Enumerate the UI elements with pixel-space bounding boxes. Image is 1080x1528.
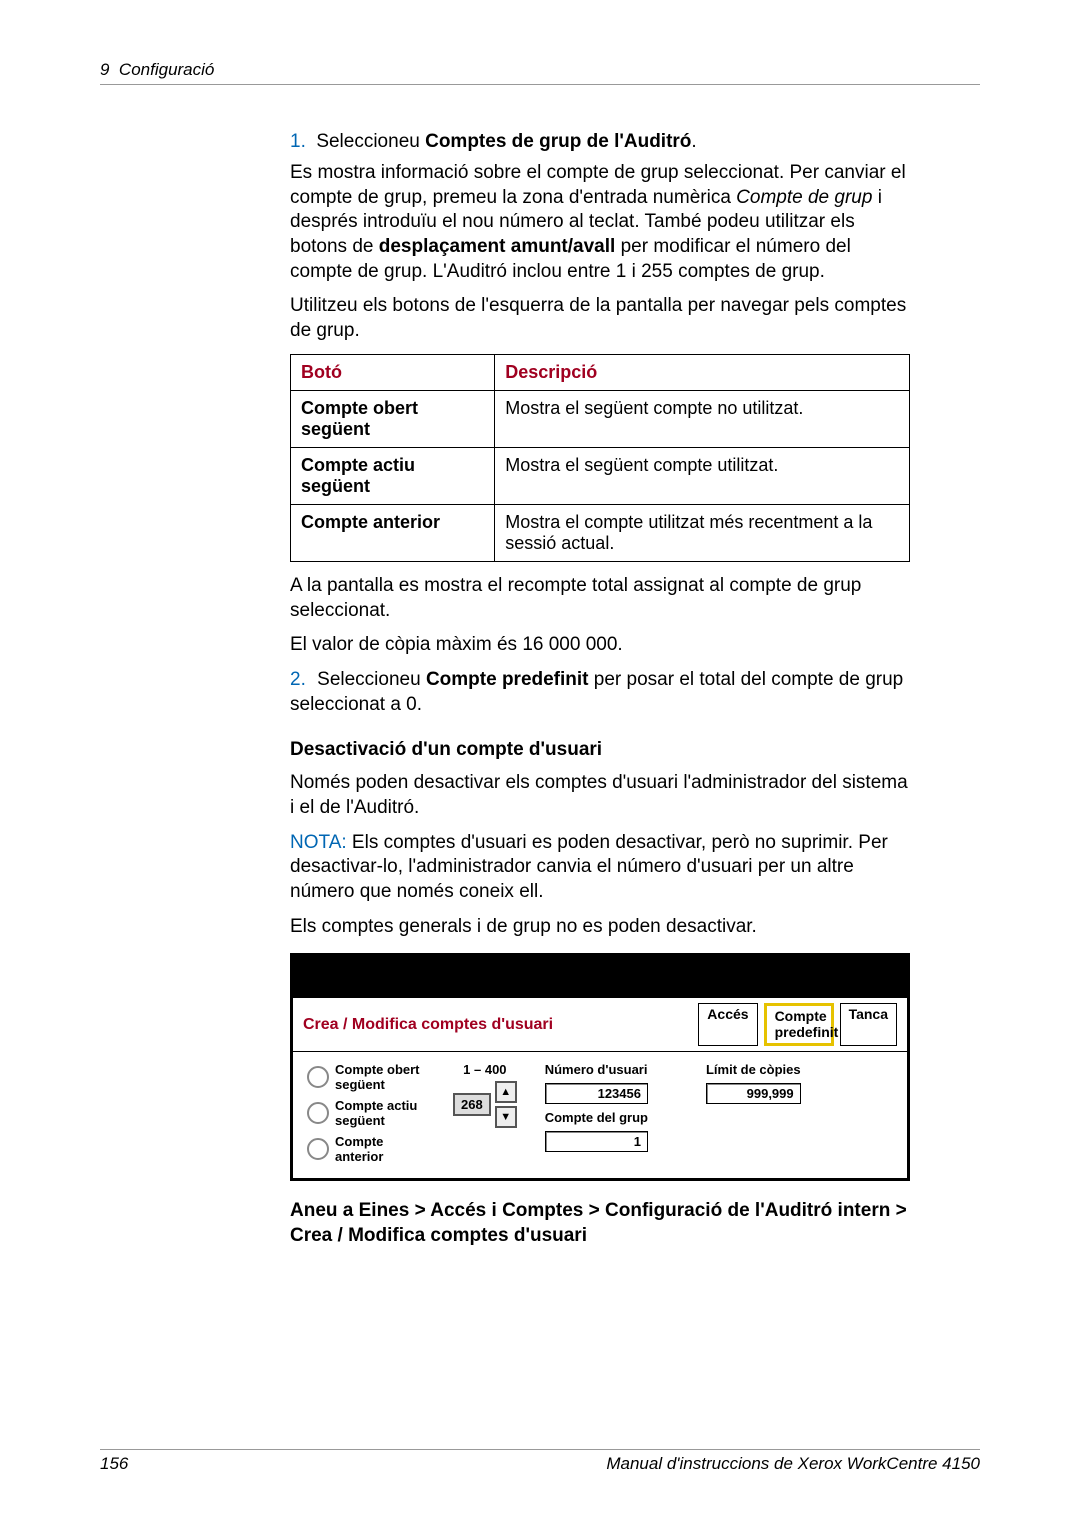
manual-title: Manual d'instruccions de Xerox WorkCentr…: [606, 1454, 980, 1474]
ui-screenshot: Crea / Modifica comptes d'usuari Accés C…: [290, 953, 910, 1181]
stepper-column: 1 – 400 268 ▲ ▼: [453, 1062, 517, 1164]
ui-titlebar: [293, 956, 907, 998]
nota-text: Els comptes d'usuari es poden desactivar…: [290, 832, 888, 902]
button-description-table: Botó Descripció Compte obert següent Mos…: [290, 354, 910, 562]
compte-grup-label: Compte del grup: [545, 1110, 648, 1125]
up-arrow-button[interactable]: ▲: [495, 1081, 517, 1103]
radio-compte-actiu[interactable]: Compte actiu següent: [307, 1098, 435, 1128]
paragraph-2: Utilitzeu els botons de l'esquerra de la…: [290, 294, 910, 343]
radio-icon: [307, 1066, 329, 1088]
table-row: Compte actiu següent Mostra el següent c…: [291, 447, 910, 504]
paragraph-3: A la pantalla es mostra el recompte tota…: [290, 574, 910, 623]
compte-predefinit-button[interactable]: Compte predefinit: [764, 1003, 834, 1046]
numero-usuari-field[interactable]: 123456: [545, 1083, 648, 1104]
radio-column: Compte obert següent Compte actiu següen…: [307, 1062, 435, 1164]
table-header-boto: Botó: [291, 354, 495, 390]
ui-body: Compte obert següent Compte actiu següen…: [293, 1052, 907, 1178]
acces-button[interactable]: Accés: [698, 1003, 757, 1046]
paragraph-5: Només poden desactivar els comptes d'usu…: [290, 771, 910, 820]
radio-label: Compte obert següent: [335, 1062, 425, 1092]
radio-icon: [307, 1138, 329, 1160]
step-2: 2. Seleccioneu Compte predefinit per pos…: [290, 668, 910, 717]
nota-label: NOTA:: [290, 832, 347, 853]
page-footer: 156 Manual d'instruccions de Xerox WorkC…: [100, 1449, 980, 1474]
row-label: Compte obert següent: [291, 390, 495, 447]
table-header-descripcio: Descripció: [495, 354, 910, 390]
tanca-button[interactable]: Tanca: [840, 1003, 897, 1046]
radio-compte-obert[interactable]: Compte obert següent: [307, 1062, 435, 1092]
row-desc: Mostra el següent compte no utilitzat.: [495, 390, 910, 447]
page-number: 156: [100, 1454, 128, 1474]
row-label: Compte anterior: [291, 504, 495, 561]
numero-usuari-label: Número d'usuari: [545, 1062, 648, 1077]
paragraph-1: Es mostra informació sobre el compte de …: [290, 161, 910, 284]
row-desc: Mostra el compte utilitzat més recentmen…: [495, 504, 910, 561]
current-value: 268: [453, 1093, 491, 1116]
table-row: Compte obert següent Mostra el següent c…: [291, 390, 910, 447]
step-1: 1. Seleccioneu Comptes de grup de l'Audi…: [290, 131, 910, 153]
ui-toolbar: Crea / Modifica comptes d'usuari Accés C…: [293, 998, 907, 1052]
step-text: Seleccioneu Compte predefinit per posar …: [290, 669, 903, 715]
radio-icon: [307, 1102, 329, 1124]
radio-compte-anterior[interactable]: Compte anterior: [307, 1134, 435, 1164]
step-number: 2.: [290, 669, 306, 690]
nota-paragraph: NOTA: Els comptes d'usuari es poden desa…: [290, 831, 910, 905]
range-label: 1 – 400: [463, 1062, 506, 1077]
chapter-title: Configuració: [119, 60, 214, 79]
subheading: Desactivació d'un compte d'usuari: [290, 739, 910, 761]
nav-path: Aneu a Eines > Accés i Comptes > Configu…: [290, 1199, 910, 1248]
limit-column: Límit de còpies 999,999: [706, 1062, 801, 1164]
paragraph-4: El valor de còpia màxim és 16 000 000.: [290, 633, 910, 658]
fields-column: Número d'usuari 123456 Compte del grup 1: [545, 1062, 648, 1164]
limit-copies-label: Límit de còpies: [706, 1062, 801, 1077]
step-text: Seleccioneu Comptes de grup de l'Auditró…: [316, 131, 696, 152]
row-desc: Mostra el següent compte utilitzat.: [495, 447, 910, 504]
radio-label: Compte actiu següent: [335, 1098, 425, 1128]
table-row: Compte anterior Mostra el compte utilitz…: [291, 504, 910, 561]
compte-grup-field[interactable]: 1: [545, 1131, 648, 1152]
paragraph-6: Els comptes generals i de grup no es pod…: [290, 915, 910, 940]
chapter-number: 9: [100, 60, 109, 79]
step-number: 1.: [290, 131, 306, 152]
limit-copies-field[interactable]: 999,999: [706, 1083, 801, 1104]
down-arrow-button[interactable]: ▼: [495, 1106, 517, 1128]
radio-label: Compte anterior: [335, 1134, 435, 1164]
row-label: Compte actiu següent: [291, 447, 495, 504]
ui-screen-title: Crea / Modifica comptes d'usuari: [303, 1016, 553, 1034]
main-content: 1. Seleccioneu Comptes de grup de l'Audi…: [290, 131, 910, 1249]
page-header: 9 Configuració: [100, 60, 980, 85]
